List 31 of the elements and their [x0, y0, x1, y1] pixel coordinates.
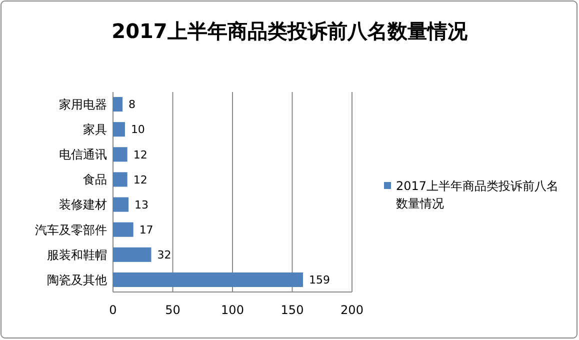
y-tick-label: 家具 [83, 122, 107, 137]
y-tick-label: 装修建材 [59, 198, 107, 212]
bar [113, 247, 152, 262]
data-label: 17 [139, 223, 154, 236]
y-tick-label: 电信通讯 [59, 148, 107, 162]
data-label: 32 [157, 248, 172, 262]
bar [113, 272, 304, 287]
bar [113, 147, 128, 162]
x-tick-label: 50 [165, 303, 180, 317]
bar [113, 172, 128, 187]
data-label: 12 [133, 148, 148, 162]
bar [113, 222, 134, 237]
legend-label: 2017上半年商品类投诉前八名数量情况 [396, 179, 559, 211]
y-tick-label: 食品 [83, 172, 107, 187]
x-tick-label: 150 [280, 303, 304, 317]
data-label: 159 [309, 274, 330, 287]
y-tick-label: 家用电器 [59, 97, 107, 112]
x-tick-label: 200 [340, 303, 364, 317]
data-label: 12 [133, 173, 148, 186]
bar [113, 122, 125, 137]
bar [113, 97, 123, 112]
y-tick-label: 陶瓷及其他 [47, 272, 107, 287]
x-tick-label: 100 [221, 303, 244, 317]
chart-title: 2017上半年商品类投诉前八名数量情况 [112, 19, 468, 43]
x-tick-label: 0 [109, 303, 117, 317]
y-tick-label: 服装和鞋帽 [47, 248, 107, 262]
data-label: 10 [130, 123, 145, 136]
data-label: 8 [128, 98, 136, 112]
bar [113, 197, 129, 212]
y-tick-label: 汽车及零部件 [35, 222, 107, 237]
data-label: 13 [134, 198, 149, 212]
